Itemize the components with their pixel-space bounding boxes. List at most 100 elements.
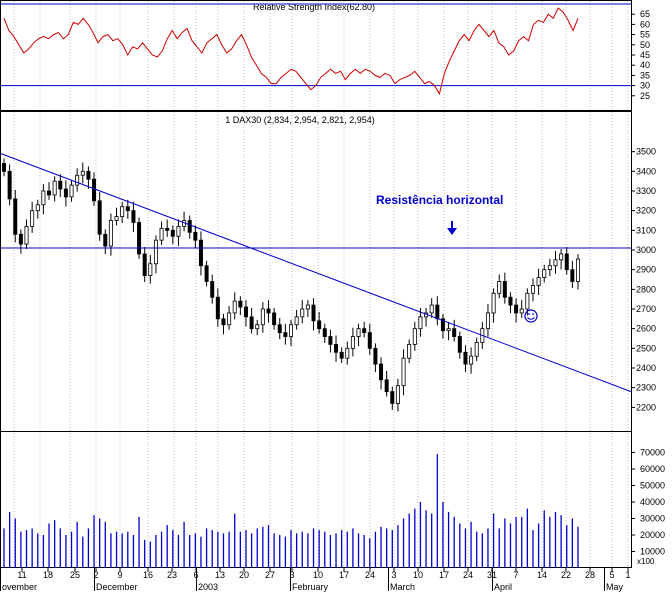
rsi-tick-label: 35 (640, 70, 650, 80)
price-y-axis: 2200 2300 2400 2500 2600 2700 2800 2900 3000 3100… (631, 147, 656, 412)
volume-tick-label: 70000 (640, 448, 665, 458)
candle-body (559, 253, 564, 261)
candle-body (294, 316, 299, 326)
candle-body (193, 231, 198, 241)
candle-body (379, 363, 384, 381)
candle-body (322, 328, 327, 337)
candle-body (339, 351, 344, 359)
candle-body (165, 227, 170, 231)
x-day-label: 17 (439, 570, 449, 580)
candle-body (362, 328, 367, 333)
volume-tick-label: 40000 (640, 497, 665, 507)
candle-body (80, 170, 85, 176)
candle-body (153, 239, 158, 265)
candle-body (508, 296, 513, 306)
candle-body (288, 324, 293, 337)
price-tick-label: 2900 (636, 265, 656, 275)
price-tick-label: 2200 (636, 402, 656, 412)
candle-body (536, 277, 541, 286)
x-day-label: 16 (143, 570, 153, 580)
candle-body (227, 312, 232, 326)
candle-body (47, 190, 52, 196)
volume-tick-label: 50000 (640, 481, 665, 491)
candle-body (260, 308, 265, 326)
candle-body (170, 229, 175, 237)
volume-panel-frame (0, 431, 632, 568)
price-candles (2, 158, 581, 412)
x-month-label: December (96, 582, 138, 592)
candle-body (300, 308, 305, 318)
candle-body (412, 328, 417, 345)
candle-body (30, 210, 35, 227)
volume-tick-label: 30000 (640, 514, 665, 524)
candle-body (334, 343, 339, 353)
x-day-label: 10 (413, 570, 423, 580)
rsi-tick-label: 50 (640, 40, 650, 50)
candle-body (373, 347, 378, 365)
candle-body (440, 318, 445, 332)
price-tick-label: 2600 (636, 324, 656, 334)
x-day-label: 3 (391, 570, 396, 580)
candle-body (92, 178, 97, 202)
price-tick-label: 2700 (636, 304, 656, 314)
candle-body (187, 220, 192, 233)
candle-body (137, 222, 142, 255)
volume-tick-label: 20000 (640, 530, 665, 540)
x-day-label: 2 (93, 570, 98, 580)
x-day-label: 22 (561, 570, 571, 580)
price-tick-label: 3100 (636, 225, 656, 235)
rsi-line (3, 7, 579, 96)
candle-body (401, 357, 406, 387)
candle-body (502, 281, 507, 298)
candle-body (491, 292, 496, 314)
x-month-label: ovember (2, 582, 37, 592)
vertical-gridlines (13, 1, 629, 567)
candle-body (148, 263, 153, 276)
x-day-label: 9 (117, 570, 122, 580)
candle-body (514, 304, 519, 314)
x-day-label: 23 (167, 570, 177, 580)
candle-body (215, 296, 220, 320)
candle-body (69, 184, 74, 198)
candle-body (142, 253, 147, 276)
down-arrow-icon (447, 221, 457, 235)
candle-body (457, 336, 462, 353)
candle-body (345, 347, 350, 359)
price-tick-label: 3400 (636, 166, 656, 176)
x-day-label: 10 (313, 570, 323, 580)
candle-body (255, 324, 260, 330)
candle-body (7, 170, 12, 200)
candle-body (407, 343, 412, 359)
x-day-label: 24 (463, 570, 473, 580)
x-day-label: 14 (537, 570, 547, 580)
candle-body (542, 269, 547, 278)
candle-body (63, 188, 68, 198)
x-day-label: 3 (289, 570, 294, 580)
candle-body (418, 316, 423, 330)
candle-body (114, 216, 119, 221)
candle-body (525, 292, 530, 310)
candle-body (576, 258, 581, 282)
candle-body (463, 351, 468, 365)
price-tick-label: 2300 (636, 383, 656, 393)
x-day-label: 20 (239, 570, 249, 580)
candle-body (317, 320, 322, 330)
candle-body (547, 265, 552, 271)
smiley-icon (524, 309, 538, 323)
x-day-label: 5 (609, 570, 614, 580)
candle-body (485, 312, 490, 330)
x-month-label: February (292, 582, 329, 592)
rsi-tick-label: 55 (640, 30, 650, 40)
x-day-label: 7 (513, 570, 518, 580)
candle-body (232, 300, 237, 314)
candle-body (497, 281, 502, 294)
candle-body (570, 269, 575, 282)
volume-tick-label: 60000 (640, 464, 665, 474)
rsi-tick-label: 30 (640, 81, 650, 91)
candle-body (120, 206, 125, 217)
price-tick-label: 2400 (636, 363, 656, 373)
x-day-label: 25 (70, 570, 80, 580)
candle-body (266, 308, 271, 314)
volume-bars (3, 454, 579, 568)
